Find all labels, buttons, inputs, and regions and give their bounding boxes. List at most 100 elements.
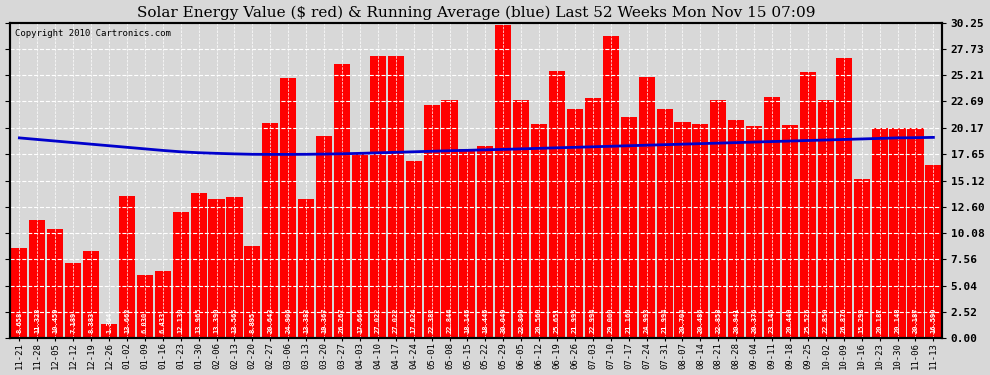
Text: 20.187: 20.187	[913, 308, 919, 333]
Text: 20.941: 20.941	[734, 308, 740, 333]
Bar	[351, 154, 368, 338]
Text: 23.145: 23.145	[769, 308, 775, 333]
Bar	[674, 122, 691, 338]
Text: 13.662: 13.662	[124, 308, 130, 333]
Text: 8.658: 8.658	[17, 312, 23, 333]
Bar	[298, 199, 314, 338]
Bar	[800, 72, 816, 338]
Bar	[83, 251, 99, 338]
Bar	[585, 98, 601, 338]
Text: 7.189: 7.189	[70, 312, 76, 333]
Bar	[926, 165, 941, 338]
Bar	[190, 193, 207, 338]
Bar	[656, 109, 672, 338]
Text: 6.030: 6.030	[142, 312, 148, 333]
Text: 1.364: 1.364	[106, 312, 112, 333]
Text: 20.560: 20.560	[537, 308, 543, 333]
Bar	[603, 36, 619, 338]
Bar	[424, 105, 440, 338]
Bar	[782, 125, 798, 338]
Bar	[245, 246, 260, 338]
Bar	[764, 97, 780, 338]
Text: 21.994: 21.994	[661, 308, 667, 333]
Text: 26.267: 26.267	[339, 308, 345, 333]
Text: 20.376: 20.376	[751, 308, 757, 333]
Bar	[639, 77, 654, 338]
Bar	[334, 64, 350, 338]
Bar	[477, 146, 493, 338]
Text: 26.876: 26.876	[841, 308, 846, 333]
Text: 15.293: 15.293	[858, 308, 864, 333]
Bar	[459, 149, 475, 338]
Text: 29.000: 29.000	[608, 308, 614, 333]
Text: 24.993: 24.993	[644, 308, 649, 333]
Text: 20.187: 20.187	[876, 308, 883, 333]
Text: 17.664: 17.664	[357, 308, 363, 333]
Text: 16.590: 16.590	[931, 308, 937, 333]
Bar	[531, 124, 547, 338]
Text: 20.486: 20.486	[697, 308, 704, 333]
Text: 8.895: 8.895	[249, 312, 255, 333]
Bar	[495, 25, 512, 338]
Text: 20.449: 20.449	[787, 308, 793, 333]
Text: 21.160: 21.160	[626, 308, 632, 333]
Text: 13.382: 13.382	[303, 308, 309, 333]
Bar	[388, 56, 404, 338]
Bar	[621, 117, 637, 338]
Text: 30.049: 30.049	[500, 308, 506, 333]
Text: 8.383: 8.383	[88, 312, 94, 333]
Text: 25.525: 25.525	[805, 308, 811, 333]
Text: 27.022: 27.022	[375, 308, 381, 333]
Title: Solar Energy Value ($ red) & Running Average (blue) Last 52 Weeks Mon Nov 15 07:: Solar Energy Value ($ red) & Running Ave…	[138, 6, 816, 20]
Bar	[30, 220, 46, 338]
Bar	[729, 120, 744, 338]
Bar	[101, 324, 117, 338]
Text: 22.858: 22.858	[716, 308, 722, 333]
Bar	[119, 196, 135, 338]
Text: 22.850: 22.850	[823, 308, 829, 333]
Bar	[406, 160, 422, 338]
Bar	[889, 128, 906, 338]
Text: 6.433: 6.433	[159, 312, 165, 333]
Bar	[280, 78, 296, 338]
Bar	[567, 109, 583, 338]
Text: 10.459: 10.459	[52, 308, 58, 333]
Text: 12.130: 12.130	[177, 308, 184, 333]
Bar	[746, 126, 762, 338]
Text: 18.145: 18.145	[464, 308, 470, 333]
Text: 22.844: 22.844	[446, 308, 452, 333]
Bar	[853, 179, 870, 338]
Text: 13.965: 13.965	[196, 308, 202, 333]
Bar	[549, 70, 565, 338]
Text: 22.800: 22.800	[518, 308, 524, 333]
Text: 20.148: 20.148	[895, 308, 901, 333]
Bar	[137, 275, 152, 338]
Bar	[154, 271, 171, 338]
Bar	[710, 100, 727, 338]
Bar	[227, 197, 243, 338]
Text: 20.704: 20.704	[679, 308, 685, 333]
Text: 19.367: 19.367	[321, 308, 327, 333]
Bar	[692, 124, 709, 338]
Bar	[871, 128, 888, 338]
Bar	[316, 136, 332, 338]
Text: 25.651: 25.651	[554, 308, 560, 333]
Bar	[172, 212, 189, 338]
Bar	[836, 58, 851, 338]
Text: 27.022: 27.022	[393, 308, 399, 333]
Text: 18.445: 18.445	[482, 308, 488, 333]
Text: 20.643: 20.643	[267, 308, 273, 333]
Bar	[65, 263, 81, 338]
Text: 11.323: 11.323	[35, 308, 41, 333]
Bar	[209, 199, 225, 338]
Text: 24.906: 24.906	[285, 308, 291, 333]
Text: 13.565: 13.565	[232, 308, 238, 333]
Bar	[11, 248, 28, 338]
Bar	[369, 56, 386, 338]
Bar	[908, 128, 924, 338]
Text: Copyright 2010 Cartronics.com: Copyright 2010 Cartronics.com	[15, 29, 171, 38]
Bar	[513, 100, 530, 338]
Bar	[48, 229, 63, 338]
Text: 13.390: 13.390	[214, 308, 220, 333]
Bar	[818, 100, 834, 338]
